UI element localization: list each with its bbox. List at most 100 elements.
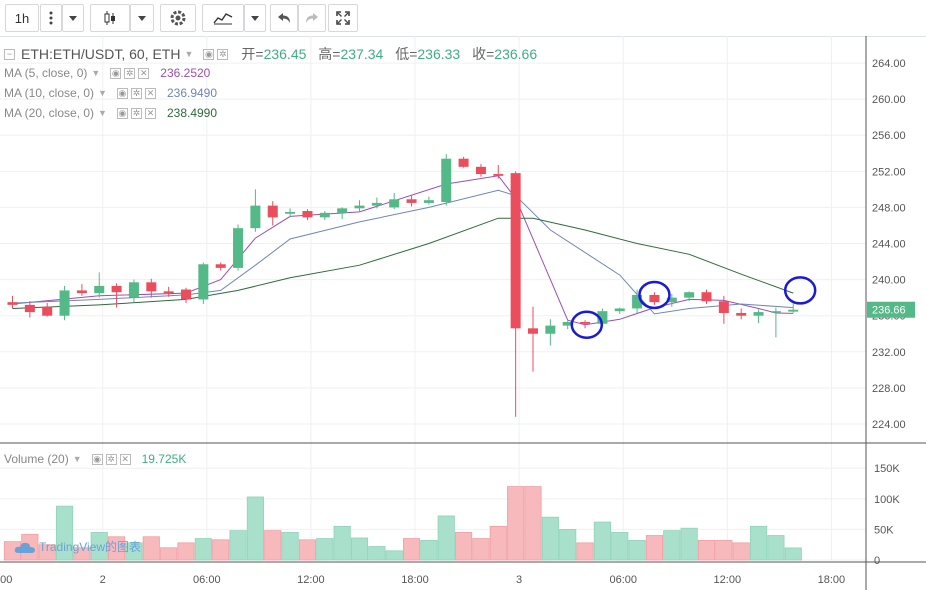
price-tick-label: 228.00 <box>872 383 906 395</box>
candle-body <box>198 264 209 300</box>
chevron-down-icon[interactable] <box>62 4 84 32</box>
candle-body <box>389 199 400 208</box>
volume-bar <box>472 538 490 561</box>
candle-body <box>24 304 35 313</box>
volume-bar <box>559 529 577 561</box>
candle-body <box>302 211 313 218</box>
gear-icon[interactable]: ✲ <box>130 87 142 99</box>
volume-bar <box>697 540 716 561</box>
candle-body <box>718 301 729 313</box>
chevron-down-icon[interactable]: ▼ <box>91 68 101 78</box>
price-tick-label: 264.00 <box>872 58 906 70</box>
candle-body <box>181 289 191 300</box>
volume-bar <box>264 530 282 561</box>
undo-icon[interactable] <box>270 4 298 32</box>
chevron-down-icon[interactable]: ▼ <box>72 454 82 464</box>
volume-bar <box>194 538 212 561</box>
indicators-icon[interactable] <box>202 4 244 32</box>
volume-bar <box>645 535 664 561</box>
candle-body <box>423 200 434 203</box>
gear-icon[interactable] <box>160 4 196 32</box>
annotation-circle <box>783 276 817 305</box>
volume-value: 19.725K <box>141 452 187 466</box>
time-tick-label: 06:00 <box>193 574 221 586</box>
close-icon[interactable]: ✕ <box>138 67 150 79</box>
volume-bar <box>611 532 629 561</box>
close-icon[interactable]: ✕ <box>144 87 156 99</box>
volume-bar <box>385 550 403 561</box>
volume-bar <box>593 521 611 561</box>
candle-body <box>233 228 244 268</box>
candle-body <box>458 158 469 167</box>
high-value: 237.34 <box>340 46 384 62</box>
eye-icon[interactable]: ◉ <box>116 107 128 119</box>
chevron-down-icon[interactable]: ▼ <box>184 49 194 59</box>
close-icon[interactable]: ✕ <box>144 107 156 119</box>
candle-body <box>146 282 157 292</box>
annotation-circle <box>638 280 671 310</box>
chevron-down-icon[interactable] <box>244 4 266 32</box>
interval-button[interactable]: 1h <box>5 4 39 32</box>
low-value: 236.33 <box>417 46 461 62</box>
eye-icon[interactable]: ◉ <box>91 453 103 465</box>
price-tick-label: 240.00 <box>872 275 906 287</box>
ma-line <box>12 175 794 326</box>
gear-icon[interactable]: ✲ <box>130 107 142 119</box>
volume-bar <box>281 532 299 561</box>
candle-body <box>545 325 556 334</box>
candle-body <box>250 205 261 229</box>
gear-icon[interactable]: ✲ <box>124 67 136 79</box>
last-price-label: 236.66 <box>872 305 906 317</box>
candles-icon[interactable] <box>90 4 130 32</box>
volume-tick-label: 100K <box>874 494 900 506</box>
volume-bar <box>108 536 126 561</box>
close-icon[interactable]: ✕ <box>119 453 131 465</box>
volume-bar <box>507 486 525 561</box>
volume-bar <box>160 547 178 561</box>
high-label: 高= <box>318 46 341 62</box>
chevron-down-icon[interactable] <box>130 4 154 32</box>
eye-icon[interactable]: ◉ <box>203 48 215 60</box>
volume-bar <box>90 532 108 561</box>
symbol-legend: − ETH:ETH/USDT, 60, ETH ▼ ◉ ✲ 开=236.45 高… <box>0 44 537 64</box>
volume-bar <box>333 525 351 561</box>
candle-body <box>111 285 122 293</box>
chevron-down-icon[interactable]: ▼ <box>98 88 107 98</box>
volume-bar <box>455 532 473 561</box>
volume-bar <box>749 525 768 561</box>
price-tick-label: 232.00 <box>872 347 906 359</box>
time-tick-label: 3 <box>516 574 522 586</box>
volume-bar <box>715 540 733 561</box>
candle-body <box>441 158 452 203</box>
more-vert-icon[interactable] <box>40 4 62 32</box>
eye-icon[interactable]: ◉ <box>116 87 128 99</box>
volume-tick-label: 50K <box>874 524 894 536</box>
volume-bar <box>212 539 230 561</box>
candle-body <box>528 328 538 334</box>
chevron-down-icon[interactable]: ▼ <box>98 108 107 118</box>
ma5-label: MA (5, close, 0) <box>4 66 88 80</box>
price-chart[interactable]: 264.00 260.00 256.00 252.00 248.00 244.00 240.… <box>0 36 926 590</box>
volume-bar <box>298 539 317 561</box>
eye-icon[interactable]: ◉ <box>110 67 122 79</box>
candle-body <box>597 311 608 324</box>
candle-body <box>632 294 643 309</box>
gear-icon[interactable]: ✲ <box>217 48 229 60</box>
redo-icon[interactable] <box>298 4 326 32</box>
collapse-icon[interactable]: − <box>4 48 15 60</box>
candle-body <box>614 308 625 312</box>
price-tick-label: 252.00 <box>872 166 906 178</box>
candle-body <box>371 202 382 206</box>
candle-body <box>267 205 278 218</box>
time-tick-label: 18:00 <box>401 574 429 586</box>
gear-icon[interactable]: ✲ <box>105 453 117 465</box>
symbol-title: ETH:ETH/USDT, 60, ETH <box>21 46 181 62</box>
volume-bar <box>246 496 264 561</box>
volume-bar <box>489 525 507 561</box>
tradingview-watermark: TradingView的图表 <box>14 538 141 555</box>
fullscreen-icon[interactable] <box>328 4 358 32</box>
volume-tick-label: 150K <box>874 463 900 475</box>
candle-body <box>94 285 105 294</box>
candle-body <box>406 199 417 203</box>
volume-bar <box>38 544 56 561</box>
